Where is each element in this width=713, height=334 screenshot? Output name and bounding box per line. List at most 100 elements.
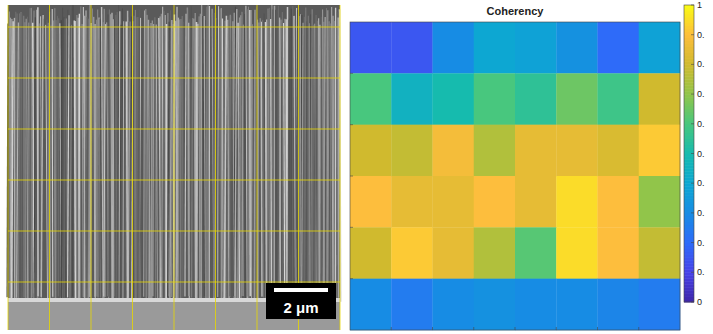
colorbar-step bbox=[684, 216, 694, 219]
fiber bbox=[58, 18, 60, 296]
colorbar-tick bbox=[691, 5, 694, 6]
fiber bbox=[302, 23, 303, 298]
colorbar-step bbox=[684, 213, 694, 216]
colorbar-step bbox=[684, 82, 694, 85]
fiber bbox=[96, 20, 97, 297]
fiber bbox=[32, 11, 34, 298]
colorbar-step bbox=[684, 165, 694, 168]
fiber bbox=[28, 8, 30, 302]
colorbar-step bbox=[684, 263, 694, 266]
colorbar-step bbox=[684, 85, 694, 88]
colorbar-step bbox=[684, 180, 694, 183]
fiber bbox=[99, 19, 101, 301]
fiber bbox=[180, 19, 182, 299]
colorbar-tick bbox=[691, 183, 694, 184]
heatmap-cell bbox=[556, 22, 598, 74]
fiber bbox=[166, 24, 168, 301]
colorbar-step bbox=[684, 53, 694, 56]
colorbar-tick bbox=[691, 272, 694, 273]
fiber bbox=[246, 6, 247, 301]
fiber bbox=[191, 6, 192, 297]
colorbar-step bbox=[684, 67, 694, 70]
colorbar-tick-label: 0 bbox=[697, 297, 702, 307]
fiber bbox=[120, 25, 121, 300]
colorbar-step bbox=[684, 156, 694, 159]
fiber bbox=[269, 8, 270, 297]
heatmap-cell bbox=[350, 125, 392, 177]
fiber bbox=[145, 9, 147, 299]
fiber bbox=[185, 14, 186, 297]
fiber bbox=[21, 13, 23, 298]
fiber bbox=[162, 11, 164, 298]
colorbar-step bbox=[684, 192, 694, 195]
fiber bbox=[140, 8, 142, 299]
grid-line bbox=[8, 282, 340, 283]
fiber bbox=[72, 5, 73, 296]
tick bbox=[391, 327, 392, 330]
heatmap-cell bbox=[556, 227, 598, 279]
fiber bbox=[80, 7, 82, 302]
heatmap-cell bbox=[515, 73, 557, 125]
tick bbox=[350, 227, 353, 228]
heatmap-cell bbox=[350, 227, 392, 279]
heatmap-cell bbox=[556, 125, 598, 177]
fiber bbox=[337, 12, 338, 299]
fiber bbox=[56, 16, 57, 301]
fiber bbox=[177, 18, 178, 302]
fiber bbox=[230, 16, 232, 297]
colorbar: 10.0.0.0.0.0.0.0.0.0 bbox=[684, 0, 705, 307]
fiber bbox=[70, 25, 72, 299]
grid-line bbox=[8, 27, 340, 28]
colorbar-step bbox=[684, 58, 694, 61]
colorbar-step bbox=[684, 177, 694, 180]
heatmap-cell bbox=[433, 73, 475, 125]
tick bbox=[638, 327, 639, 330]
heatmap-cell bbox=[639, 176, 681, 228]
colorbar-step bbox=[684, 112, 694, 115]
fiber bbox=[264, 14, 266, 300]
colorbar-tick bbox=[691, 302, 694, 303]
colorbar-step bbox=[684, 240, 694, 243]
fiber bbox=[295, 20, 296, 302]
fiber bbox=[292, 6, 294, 296]
fiber bbox=[104, 24, 106, 296]
colorbar-step bbox=[684, 17, 694, 20]
heatmap-cell bbox=[598, 227, 640, 279]
heatmap-cell bbox=[598, 176, 640, 228]
fiber bbox=[134, 16, 135, 299]
sem-image: 2 μm bbox=[7, 5, 341, 330]
fiber bbox=[326, 8, 327, 300]
heatmap-cell bbox=[474, 125, 516, 177]
heatmap-cell bbox=[350, 73, 392, 125]
fiber bbox=[94, 24, 96, 299]
fiber bbox=[74, 21, 75, 299]
fiber bbox=[218, 9, 220, 297]
heatmap-cell bbox=[556, 176, 598, 228]
colorbar-step bbox=[684, 225, 694, 228]
grid-line bbox=[49, 5, 50, 330]
colorbar-step bbox=[684, 171, 694, 174]
fiber bbox=[300, 14, 301, 298]
grid-line bbox=[8, 180, 340, 181]
heatmap-cell bbox=[433, 22, 475, 74]
colorbar-step bbox=[684, 61, 694, 64]
fiber bbox=[136, 17, 137, 301]
chart-title: Coherency bbox=[487, 5, 545, 17]
colorbar-step bbox=[684, 11, 694, 14]
colorbar-step bbox=[684, 79, 694, 82]
heatmap-cell bbox=[391, 73, 433, 125]
fiber bbox=[262, 20, 264, 298]
fiber bbox=[260, 18, 262, 296]
colorbar-frame bbox=[684, 5, 694, 302]
colorbar-step bbox=[684, 55, 694, 58]
fiber bbox=[14, 18, 16, 302]
tick bbox=[350, 73, 353, 74]
colorbar-step bbox=[684, 103, 694, 106]
colorbar-tick-label: 0. bbox=[697, 89, 705, 99]
fiber bbox=[97, 9, 98, 297]
colorbar-tick bbox=[691, 153, 694, 154]
fiber bbox=[122, 8, 123, 300]
colorbar-step bbox=[684, 145, 694, 148]
fiber bbox=[294, 16, 296, 302]
scale-bar-label: 2 μm bbox=[283, 299, 318, 316]
